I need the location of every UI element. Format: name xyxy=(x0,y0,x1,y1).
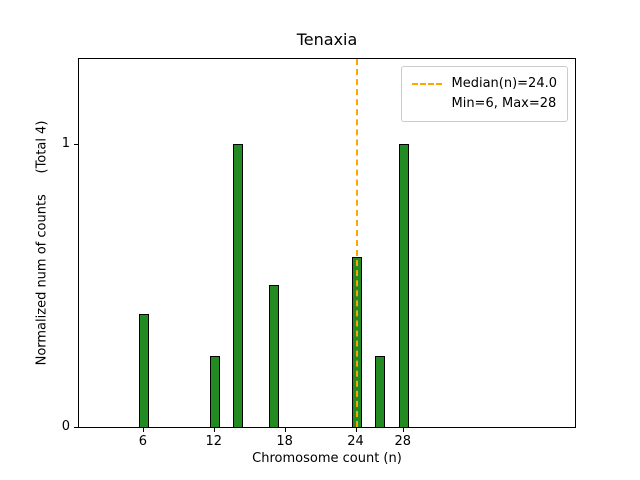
x-axis-label: Chromosome count (n) xyxy=(252,451,402,466)
legend-median-label: Median(n)=24.0 xyxy=(451,76,557,91)
x-tick-mark-12 xyxy=(213,428,215,432)
chart-title: Tenaxia xyxy=(296,30,358,49)
x-tick-label-18: 18 xyxy=(276,434,293,449)
x-tick-label-6: 6 xyxy=(138,434,148,449)
bar-n-12 xyxy=(209,356,220,427)
y-tick-mark-1 xyxy=(74,143,78,145)
legend-row-median: Median(n)=24.0 xyxy=(412,74,557,94)
legend-minmax-label: Min=6, Max=28 xyxy=(451,96,557,112)
x-tick-label-28: 28 xyxy=(394,434,412,449)
x-tick-label-12: 12 xyxy=(205,434,223,449)
median-dashed-line-icon xyxy=(412,83,443,86)
bar-n-26 xyxy=(375,356,386,427)
bar-n-14 xyxy=(233,143,244,427)
legend-row-minmax: Min=6, Max=28 xyxy=(412,94,557,114)
bar-n-28 xyxy=(398,143,409,427)
x-tick-mark-6 xyxy=(142,428,144,432)
legend: Median(n)=24.0 Min=6, Max=28 xyxy=(401,66,568,123)
y-axis-label: Normalized num of counts (Total 4) xyxy=(34,120,50,366)
y-tick-mark-0 xyxy=(74,427,78,428)
x-tick-label-24: 24 xyxy=(347,434,364,449)
x-tick-mark-24 xyxy=(355,428,357,432)
bar-n-6 xyxy=(138,313,149,427)
x-tick-mark-28 xyxy=(402,428,404,432)
median-line xyxy=(355,59,358,427)
y-tick-label-1: 1 xyxy=(61,135,70,151)
bar-n-17 xyxy=(268,285,279,427)
plot-area: Median(n)=24.0 Min=6, Max=28 xyxy=(78,58,576,428)
y-tick-label-0: 0 xyxy=(61,419,70,434)
x-tick-mark-18 xyxy=(284,428,286,432)
